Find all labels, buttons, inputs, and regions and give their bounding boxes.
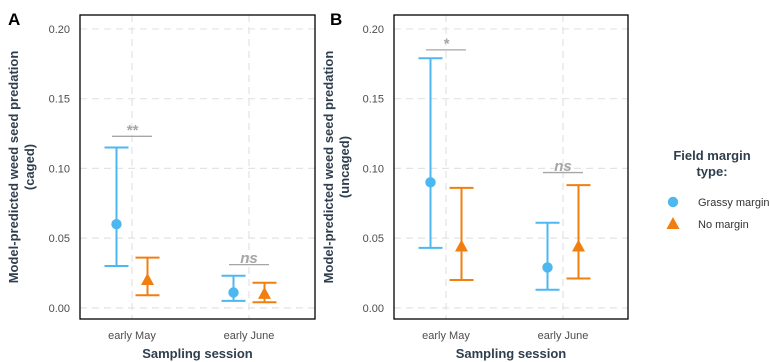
significance-label: ** xyxy=(126,122,139,139)
panel-b: 0.00 0.05 0.10 0.15 0.20 early May early June *… xyxy=(321,10,629,361)
x-tick-label: early June xyxy=(538,330,589,342)
legend-key-circle xyxy=(667,196,679,208)
panel-a: 0.00 0.05 0.10 0.15 0.20 early May early June *… xyxy=(6,10,316,361)
x-axis-title: Sampling session xyxy=(456,346,567,361)
data-point-circle xyxy=(228,287,239,298)
legend-title-sub: type: xyxy=(696,164,727,179)
data-point-triangle xyxy=(455,239,468,252)
y-axis-title-sub: (caged) xyxy=(22,144,37,190)
data-point-circle xyxy=(542,262,553,273)
legend-key-triangle xyxy=(666,217,680,229)
error-bar xyxy=(104,146,129,268)
legend-item-label: Grassy margin xyxy=(698,197,769,209)
error-bar xyxy=(535,221,560,291)
y-axis-title: Model-predicted weed seed predation xyxy=(321,51,336,284)
legend-title: Field margin xyxy=(673,148,750,163)
x-tick-label: early June xyxy=(224,330,275,342)
data-point-circle xyxy=(111,218,122,230)
y-tick-label: 0.05 xyxy=(49,233,70,245)
y-axis-title-sub: (uncaged) xyxy=(337,136,352,198)
y-tick-label: 0.20 xyxy=(49,24,70,36)
x-tick-label: early May xyxy=(422,330,470,342)
x-tick-label: early May xyxy=(108,330,156,342)
error-bar xyxy=(566,184,591,280)
data-point-triangle xyxy=(572,239,585,252)
y-tick-label: 0.15 xyxy=(49,94,70,106)
y-tick-label: 0.00 xyxy=(49,303,70,315)
legend-item-label: No margin xyxy=(698,219,749,231)
significance-label: ns xyxy=(554,158,572,175)
plot-border xyxy=(393,14,629,320)
error-bar xyxy=(449,186,474,281)
error-bar xyxy=(418,57,443,249)
significance-label: * xyxy=(443,35,450,52)
data-point-triangle xyxy=(258,286,271,299)
y-tick-label: 0.15 xyxy=(363,94,384,106)
y-tick-label: 0.10 xyxy=(363,163,384,175)
panel-label: B xyxy=(330,10,342,29)
plot-border xyxy=(79,14,316,320)
data-point-circle xyxy=(425,177,436,188)
plot-background xyxy=(394,15,628,319)
y-tick-label: 0.00 xyxy=(363,303,384,315)
significance-label: ns xyxy=(240,250,258,267)
y-axis-title: Model-predicted weed seed predation xyxy=(6,51,21,284)
y-tick-label: 0.10 xyxy=(49,163,70,175)
y-tick-label: 0.05 xyxy=(363,233,384,245)
y-tick-label: 0.20 xyxy=(363,24,384,36)
data-point-triangle xyxy=(141,272,154,285)
panel-label: A xyxy=(8,10,20,29)
plot-background xyxy=(80,15,315,319)
x-axis-title: Sampling session xyxy=(142,346,253,361)
